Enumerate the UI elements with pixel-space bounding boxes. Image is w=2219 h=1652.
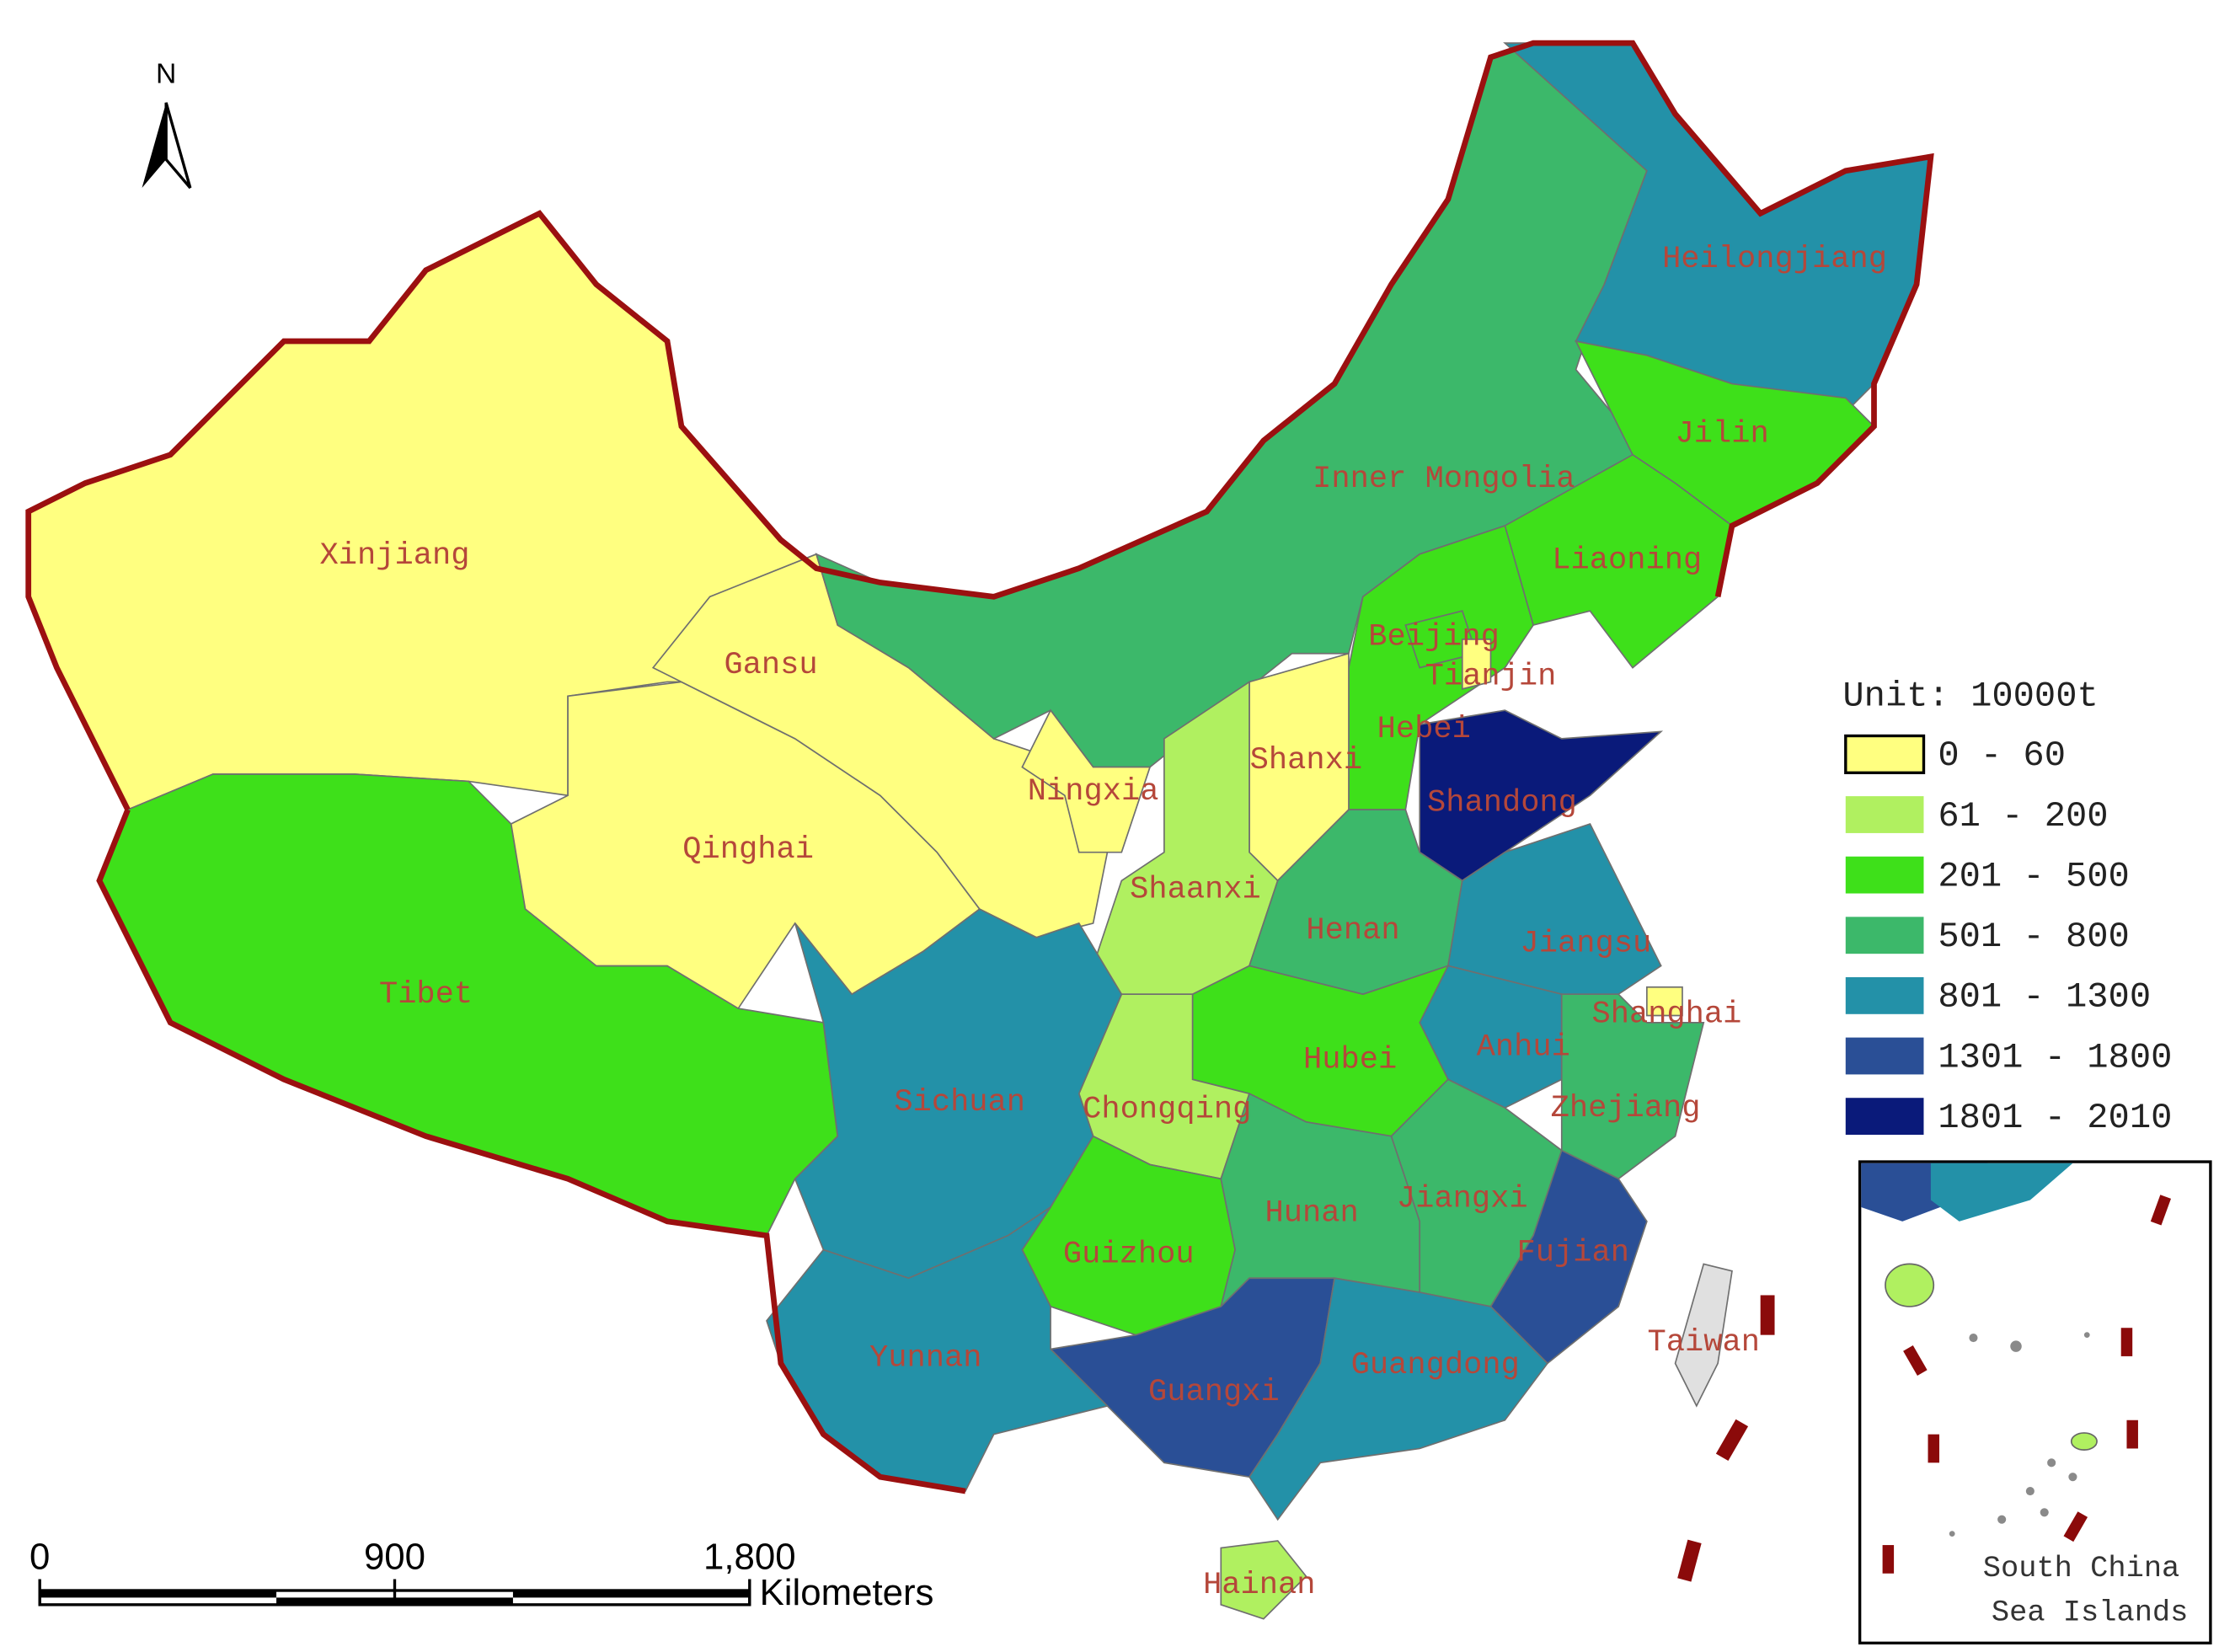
inset-island bbox=[2070, 1432, 2098, 1451]
inset-frame bbox=[1858, 1160, 2212, 1645]
region-label: Jiangxi bbox=[1397, 1182, 1528, 1217]
region-label: Sichuan bbox=[894, 1085, 1025, 1120]
scale-unit: Kilometers bbox=[760, 1572, 934, 1613]
scale-tick-label: 0 bbox=[29, 1537, 50, 1578]
dash bbox=[1677, 1539, 1702, 1582]
legend-label: 1301 - 1800 bbox=[1938, 1037, 2172, 1077]
inset-island bbox=[1885, 1263, 1935, 1307]
region-label: Beijing bbox=[1368, 619, 1500, 655]
border bbox=[96, 808, 966, 1494]
legend-swatch bbox=[1844, 734, 1926, 774]
north-arrow: N bbox=[142, 57, 192, 190]
legend-swatch bbox=[1845, 1098, 1924, 1136]
legend-label: 501 - 800 bbox=[1938, 917, 2130, 957]
inset-label: South China bbox=[1983, 1552, 2180, 1585]
region-label: Tianjin bbox=[1425, 660, 1557, 695]
region-tianjin bbox=[1461, 639, 1492, 690]
legend-label: 61 - 200 bbox=[1938, 796, 2108, 837]
scale-bar-segment bbox=[40, 1590, 277, 1598]
legend-swatch bbox=[1845, 856, 1924, 894]
region-label: Inner Mongolia bbox=[1313, 462, 1575, 497]
region-label: Yunnan bbox=[869, 1340, 981, 1376]
region-label: Hebei bbox=[1377, 712, 1471, 747]
legend-swatch bbox=[1845, 796, 1924, 833]
arrow-half bbox=[142, 102, 167, 188]
inset-label: Sea Islands bbox=[1992, 1596, 2189, 1629]
region-ningxia bbox=[1021, 708, 1152, 853]
region-zhejiang bbox=[1560, 993, 1705, 1180]
region-label: Shaanxi bbox=[1130, 872, 1261, 907]
region-label: Jilin bbox=[1676, 416, 1769, 452]
region-label: Gansu bbox=[724, 648, 817, 683]
legend-swatch bbox=[1845, 976, 1924, 1014]
legend-label: 0 - 60 bbox=[1938, 735, 2066, 776]
dash-line bbox=[1677, 1295, 1775, 1582]
dash bbox=[1760, 1295, 1775, 1335]
region-label: Shandong bbox=[1427, 785, 1577, 821]
border bbox=[25, 40, 1934, 811]
north-label: N bbox=[156, 57, 176, 89]
labels: Xinjiang Gansu Qinghai Tibet Inner Mongo… bbox=[320, 242, 1887, 1603]
inset: South China Sea Islands bbox=[1858, 1160, 2212, 1645]
region-label: Guangdong bbox=[1351, 1348, 1520, 1383]
region-label: Henan bbox=[1306, 913, 1399, 949]
inset-land bbox=[1930, 1163, 2073, 1222]
region-taiwan bbox=[1674, 1263, 1733, 1408]
legend: Unit: 10000t 0 - 60 61 - 200 201 - 500 501 … bbox=[1842, 676, 2172, 1138]
arrow-half bbox=[164, 102, 192, 190]
provinces bbox=[27, 42, 1932, 1620]
legend-swatch bbox=[1845, 1037, 1924, 1075]
region-hainan bbox=[1220, 1540, 1307, 1620]
region-label: Anhui bbox=[1477, 1029, 1570, 1065]
region-label: Hainan bbox=[1203, 1568, 1315, 1603]
region-label: Qinghai bbox=[682, 832, 814, 868]
region-label: Jiangsu bbox=[1521, 926, 1652, 961]
scale-bar-segment bbox=[512, 1590, 750, 1598]
inset-islands bbox=[1949, 1332, 2090, 1537]
region-label: Taiwan bbox=[1648, 1325, 1760, 1361]
region-label: Shanxi bbox=[1250, 743, 1362, 778]
region-label: Hunan bbox=[1265, 1196, 1359, 1232]
legend-swatch bbox=[1845, 917, 1924, 954]
legend-label: 201 - 500 bbox=[1938, 856, 2130, 896]
scale-tick-label: 1,800 bbox=[703, 1537, 796, 1578]
region-guangdong bbox=[1248, 1277, 1549, 1521]
region-label: Guangxi bbox=[1148, 1375, 1280, 1410]
region-fujian bbox=[1489, 1149, 1648, 1365]
region-label: Hubei bbox=[1303, 1043, 1397, 1078]
legend-title: Unit: 10000t bbox=[1842, 676, 2098, 716]
region-label: Ningxia bbox=[1028, 774, 1159, 810]
region-shanghai bbox=[1646, 986, 1683, 1017]
region-label: Chongqing bbox=[1083, 1092, 1251, 1127]
legend-label: 1801 - 2010 bbox=[1938, 1098, 2172, 1138]
region-label: Liaoning bbox=[1552, 543, 1702, 578]
scale-bar: Kilometers 0 900 1,800 bbox=[29, 1537, 933, 1613]
region-label: Guizhou bbox=[1063, 1237, 1195, 1272]
legend-label: 801 - 1300 bbox=[1938, 977, 2151, 1018]
region-label: Zhejiang bbox=[1551, 1091, 1701, 1126]
region-label: Fujian bbox=[1516, 1236, 1628, 1271]
region-label: Shanghai bbox=[1591, 997, 1741, 1033]
inset-dashes bbox=[1882, 1195, 2172, 1574]
scale-tick-label: 900 bbox=[364, 1537, 425, 1578]
region-label: Tibet bbox=[379, 977, 473, 1013]
region-label: Heilongjiang bbox=[1662, 242, 1887, 277]
dash bbox=[1715, 1419, 1749, 1462]
region-label: Xinjiang bbox=[320, 538, 470, 574]
